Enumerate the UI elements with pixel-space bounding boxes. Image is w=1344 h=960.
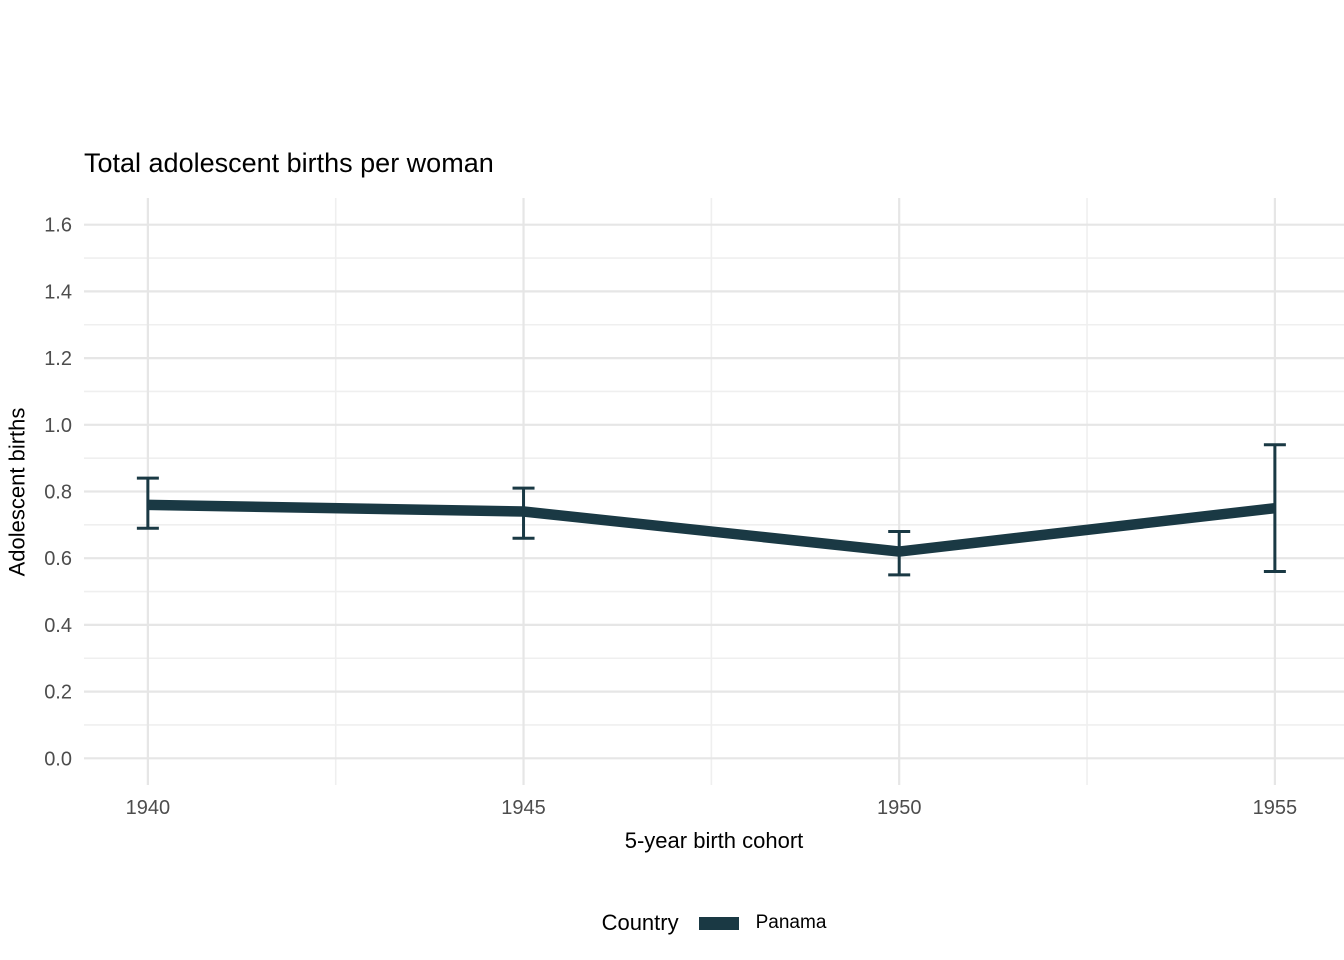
y-tick-label: 1.0	[44, 415, 72, 437]
x-tick-label: 1950	[877, 797, 922, 819]
y-tick-label: 1.6	[44, 215, 72, 237]
legend-title: Country	[601, 910, 679, 935]
y-tick-label: 0.8	[44, 482, 72, 504]
y-tick-label: 1.2	[44, 348, 72, 370]
x-tick-label: 1955	[1253, 797, 1298, 819]
chart-title: Total adolescent births per woman	[84, 148, 494, 178]
y-tick-label: 0.0	[44, 748, 72, 770]
series-line	[147, 499, 1276, 557]
legend-label-panama: Panama	[755, 912, 827, 933]
y-tick-label: 1.4	[44, 281, 72, 303]
error-bar	[1263, 443, 1286, 574]
y-tick-label: 0.6	[44, 548, 72, 570]
x-tick-label: 1940	[126, 797, 171, 819]
y-tick-label: 0.4	[44, 615, 72, 637]
y-tick-label: 0.2	[44, 682, 72, 704]
x-axis-title: 5-year birth cohort	[624, 828, 804, 853]
legend: Country Panama	[84, 904, 1344, 942]
error-bar	[136, 476, 159, 530]
x-tick-label: 1945	[501, 797, 546, 819]
legend-swatch-panama	[698, 916, 739, 930]
